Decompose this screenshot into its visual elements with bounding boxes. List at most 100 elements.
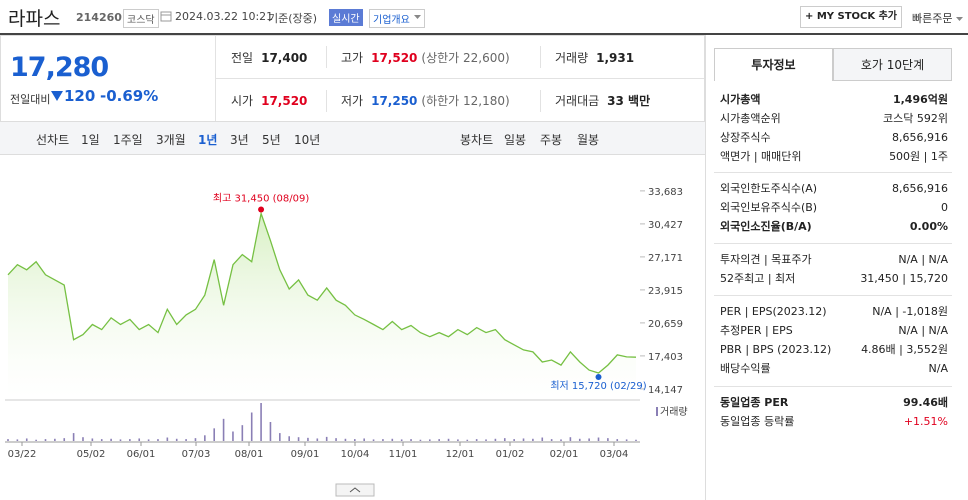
info-value: +1.51% bbox=[903, 415, 948, 428]
volume-bar bbox=[25, 438, 28, 441]
volume-bar bbox=[457, 439, 459, 441]
change-value: 120 bbox=[64, 87, 96, 105]
info-row: 동일업종 등락률 +1.51% bbox=[720, 413, 948, 431]
candle-button[interactable]: 월봉 bbox=[577, 133, 600, 147]
quote-item: 거래량 1,931 bbox=[555, 49, 634, 66]
volume-bar bbox=[100, 439, 103, 441]
volume-bar bbox=[269, 422, 272, 441]
x-tick-label: 03/04 bbox=[600, 449, 629, 460]
quote-item: 고가 17,520 (상한가 22,600) bbox=[341, 49, 510, 66]
volume-bar bbox=[16, 439, 19, 441]
volume-bar bbox=[335, 438, 337, 441]
basis: 기준(장중) bbox=[268, 12, 318, 25]
info-label: 배당수익률 bbox=[720, 362, 771, 375]
quote-value: 17,520 bbox=[261, 94, 308, 108]
volume-bar bbox=[354, 439, 356, 441]
period-button[interactable]: 3개월 bbox=[156, 133, 186, 147]
candle-button[interactable]: 일봉 bbox=[504, 133, 527, 147]
volume-bar bbox=[44, 439, 47, 441]
info-row: PBR | BPS (2023.12) 4.86배 | 3,552원 bbox=[720, 341, 948, 359]
section-divider bbox=[714, 243, 952, 244]
low-label: 최저 15,720 (02/29) bbox=[550, 380, 646, 392]
volume-bar bbox=[635, 439, 637, 441]
y-tick-label: 20,659 bbox=[648, 319, 683, 330]
info-value: 0.00% bbox=[909, 220, 948, 233]
info-row: 추정PER | EPS N/A | N/A bbox=[720, 322, 948, 340]
volume-bar bbox=[607, 438, 609, 441]
quote-label: 고가 bbox=[341, 51, 364, 65]
period-button[interactable]: 1년 bbox=[198, 133, 218, 147]
quote-item: 거래대금 33 백만 bbox=[555, 92, 650, 109]
quote-item: 저가 17,250 (하한가 12,180) bbox=[341, 92, 510, 109]
volume-bar bbox=[63, 438, 66, 441]
volume-bar bbox=[166, 437, 169, 441]
stock-code: 214260 bbox=[76, 11, 122, 24]
info-row: 외국인한도주식수(A) 8,656,916 bbox=[720, 180, 948, 198]
volume-bar bbox=[428, 439, 431, 441]
volume-bar bbox=[569, 437, 572, 441]
volume-bar bbox=[325, 436, 328, 441]
x-tick-label: 03/22 bbox=[8, 449, 37, 460]
info-label: 외국인보유주식수(B) bbox=[720, 201, 818, 214]
volume-bar bbox=[316, 438, 319, 441]
volume-bar bbox=[175, 438, 178, 441]
info-value: 1,496억원 bbox=[892, 93, 948, 106]
volume-bar bbox=[279, 433, 281, 441]
volume-bar bbox=[7, 439, 9, 441]
info-label: PER | EPS(2023.12) bbox=[720, 305, 827, 318]
x-tick-label: 10/04 bbox=[341, 449, 370, 460]
tab[interactable]: 투자정보 bbox=[714, 48, 833, 81]
volume-bar bbox=[147, 439, 150, 441]
y-tick-label: 14,147 bbox=[648, 385, 683, 396]
volume-bar bbox=[250, 412, 253, 441]
info-value: 8,656,916 bbox=[892, 131, 948, 144]
calendar-icon bbox=[160, 11, 172, 22]
candle-button[interactable]: 주봉 bbox=[540, 133, 563, 147]
volume-bar bbox=[119, 439, 122, 441]
info-value: N/A | N/A bbox=[898, 324, 948, 337]
change-label: 전일대비 bbox=[10, 93, 51, 106]
volume-bar bbox=[344, 438, 347, 441]
x-tick-label: 02/01 bbox=[550, 449, 579, 460]
period-button[interactable]: 1일 bbox=[81, 133, 100, 147]
change-rate: -0.69% bbox=[100, 87, 159, 105]
volume-bar bbox=[204, 435, 206, 441]
mystock-button[interactable]: + MY STOCK 추가 bbox=[800, 6, 902, 28]
volume-bar bbox=[391, 438, 394, 441]
volume-bar bbox=[297, 437, 300, 441]
price-chart: 33,683 30,427 27,171 23,915 20,659 17,403 14,1… bbox=[5, 187, 688, 497]
volume-bar bbox=[597, 437, 600, 441]
volume-bar bbox=[213, 428, 216, 441]
price-line bbox=[7, 211, 637, 374]
collapse-button[interactable] bbox=[335, 483, 375, 497]
high-label: 최고 31,450 (08/09) bbox=[213, 193, 309, 205]
period-button[interactable]: 10년 bbox=[294, 133, 321, 147]
quick-order-button[interactable]: 빠른주문 bbox=[912, 10, 963, 26]
volume-bar bbox=[91, 438, 94, 441]
period-button[interactable]: 5년 bbox=[262, 133, 281, 147]
company-info-button[interactable]: 기업개요 bbox=[369, 9, 425, 28]
volume-bar bbox=[522, 438, 525, 441]
quote-label: 저가 bbox=[341, 94, 364, 108]
info-value: 99.46배 bbox=[903, 396, 948, 409]
info-label: 액면가 | 매매단위 bbox=[720, 150, 802, 163]
quote-value: 17,400 bbox=[261, 51, 308, 65]
quick-order-label: 빠른주문 bbox=[912, 12, 953, 25]
section-divider bbox=[714, 172, 952, 173]
info-row: 배당수익률 N/A bbox=[720, 360, 948, 378]
period-button[interactable]: 1주일 bbox=[113, 133, 143, 147]
low-marker bbox=[595, 373, 602, 380]
realtime-badge: 실시간 bbox=[329, 9, 363, 26]
dropdown-arrow bbox=[955, 17, 963, 21]
volume-bar bbox=[475, 439, 478, 441]
tab[interactable]: 호가 10단계 bbox=[833, 48, 952, 81]
period-button[interactable]: 3년 bbox=[230, 133, 249, 147]
volume-bar bbox=[222, 418, 225, 441]
info-label: 시가총액순위 bbox=[720, 112, 781, 125]
y-tick-label: 17,403 bbox=[648, 352, 683, 363]
quote-item: 전일 17,400 bbox=[231, 49, 307, 66]
volume-bar bbox=[466, 439, 469, 441]
info-row: 52주최고 | 최저 31,450 | 15,720 bbox=[720, 270, 948, 288]
